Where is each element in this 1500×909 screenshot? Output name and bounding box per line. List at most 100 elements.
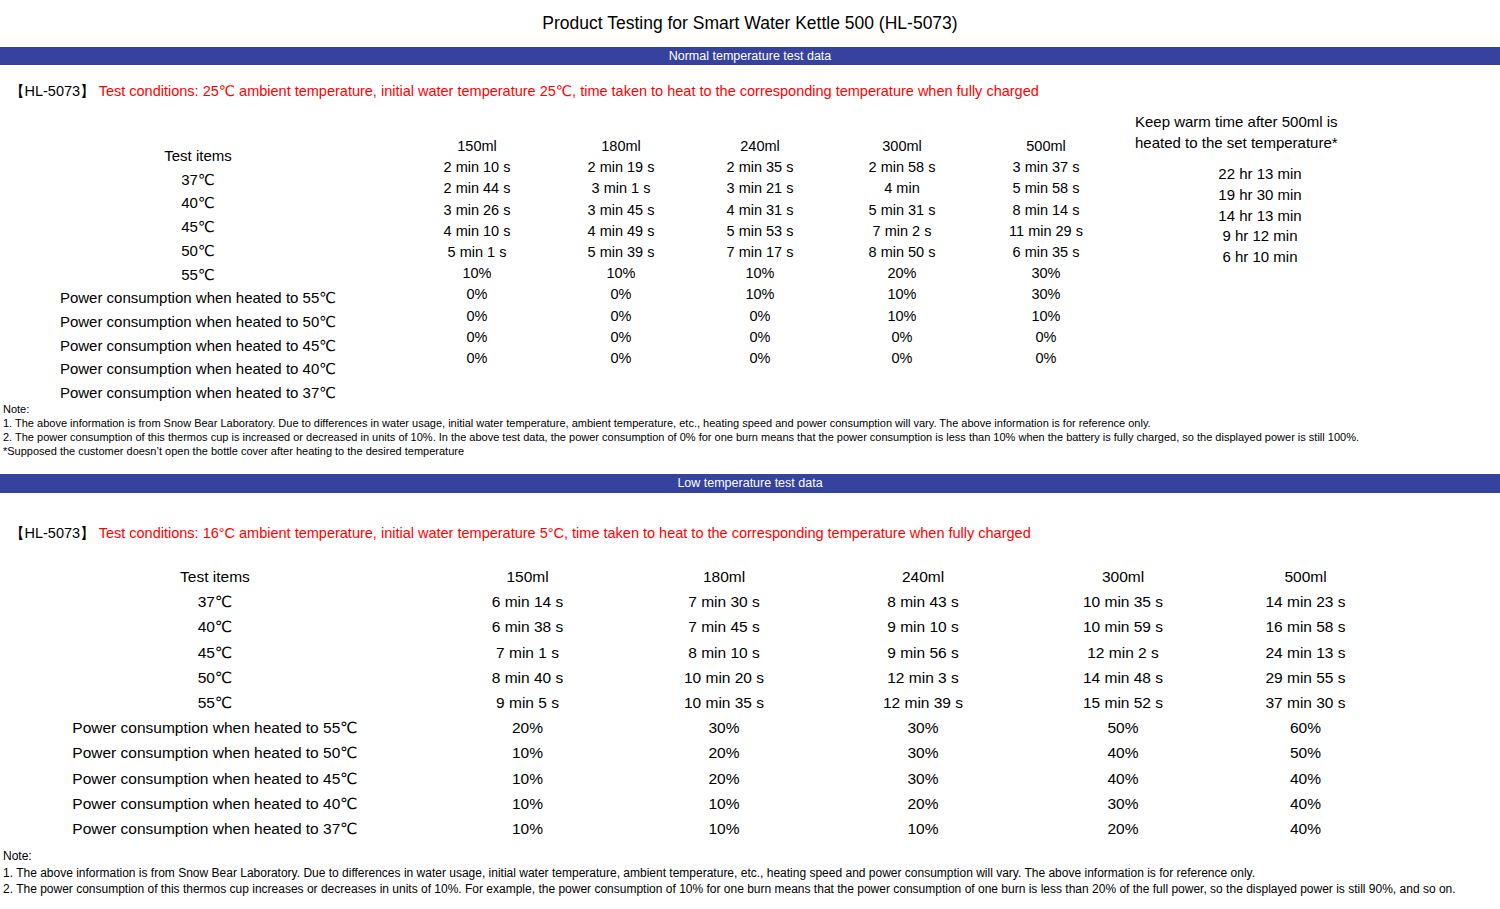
table-cell: 3 min 21 s — [690, 178, 830, 199]
table-cell: 4 min 10 s — [407, 221, 547, 242]
table-cell: 14 min 23 s — [1223, 589, 1388, 614]
table-cell: 2 min 19 s — [551, 157, 691, 178]
table-cell: 40% — [1023, 766, 1223, 791]
row-label: Power consumption when heated to 45℃ — [8, 334, 388, 358]
row-labels-header: Test items — [8, 144, 388, 168]
table-cell: 10% — [823, 816, 1023, 841]
table-cell: 5 min 53 s — [690, 221, 830, 242]
row-label: Power consumption when heated to 40℃ — [8, 357, 388, 381]
table-cell: 10% — [832, 284, 972, 305]
low-test-conditions: 【HL-5073】 Test conditions: 16°C ambient … — [10, 524, 1031, 543]
table-cell: 10 min 35 s — [1023, 589, 1223, 614]
table-cell: 50% — [1023, 715, 1223, 740]
keep-warm-header-line2: heated to the set temperature* — [1135, 133, 1385, 154]
note-line: *Supposed the customer doesn’t open the … — [3, 444, 1359, 458]
table-cell: 37 min 30 s — [1223, 690, 1388, 715]
row-label: 45℃ — [0, 640, 430, 665]
row-labels-column: Test items 37℃40℃45℃50℃55℃Power consumpt… — [8, 110, 388, 405]
column-header: 500ml — [976, 136, 1116, 157]
table-cell: 20% — [823, 791, 1023, 816]
table-cell: 0% — [690, 327, 830, 348]
table-cell: 3 min 45 s — [551, 200, 691, 221]
page-title: Product Testing for Smart Water Kettle 5… — [0, 13, 1500, 34]
column-values: 7 min 30 s7 min 45 s8 min 10 s10 min 20 … — [625, 589, 823, 841]
table-cell: 2 min 35 s — [690, 157, 830, 178]
table-cell: 19 hr 30 min — [1135, 185, 1385, 206]
note-line: 1. The above information is from Snow Be… — [3, 416, 1359, 430]
table-cell: 10% — [430, 766, 625, 791]
test-report-page: Product Testing for Smart Water Kettle 5… — [0, 0, 1500, 909]
column-values: 3 min 37 s5 min 58 s8 min 14 s11 min 29 … — [976, 157, 1116, 369]
row-labels-header: Test items — [0, 564, 430, 589]
column-header: 500ml — [1223, 564, 1388, 589]
table-cell: 6 min 38 s — [430, 614, 625, 639]
model-tag: 【HL-5073】 — [10, 525, 95, 541]
table-cell: 10% — [551, 263, 691, 284]
table-cell: 20% — [625, 740, 823, 765]
table-cell: 20% — [1023, 816, 1223, 841]
note-line: 2. The power consumption of this thermos… — [3, 430, 1359, 444]
table-cell: 10% — [430, 791, 625, 816]
table-cell: 30% — [823, 740, 1023, 765]
table-cell: 4 min — [832, 178, 972, 199]
table-cell: 30% — [1023, 791, 1223, 816]
row-label: Power consumption when heated to 50℃ — [0, 740, 430, 765]
low-temperature-table: Test items 37℃40℃45℃50℃55℃Power consumpt… — [0, 564, 1500, 841]
row-label: Power consumption when heated to 50℃ — [8, 310, 388, 334]
table-cell: 5 min 1 s — [407, 242, 547, 263]
table-cell: 3 min 26 s — [407, 200, 547, 221]
column-header: 240ml — [823, 564, 1023, 589]
table-cell: 10% — [430, 740, 625, 765]
table-cell: 30% — [976, 263, 1116, 284]
table-cell: 12 min 2 s — [1023, 640, 1223, 665]
table-cell: 11 min 29 s — [976, 221, 1116, 242]
table-cell: 14 min 48 s — [1023, 665, 1223, 690]
table-cell: 10% — [976, 306, 1116, 327]
column-values: 10 min 35 s10 min 59 s12 min 2 s14 min 4… — [1023, 589, 1223, 841]
note-line: Note: — [3, 848, 1456, 865]
row-label: 50℃ — [8, 239, 388, 263]
row-label: 45℃ — [8, 215, 388, 239]
table-cell: 2 min 10 s — [407, 157, 547, 178]
low-section-banner: Low temperature test data — [0, 474, 1500, 493]
table-cell: 10 min 20 s — [625, 665, 823, 690]
table-cell: 8 min 10 s — [625, 640, 823, 665]
column-values: 2 min 10 s2 min 44 s3 min 26 s4 min 10 s… — [407, 157, 547, 369]
volume-column-180ml: 180ml 2 min 19 s3 min 1 s3 min 45 s4 min… — [551, 110, 691, 369]
table-cell: 0% — [976, 327, 1116, 348]
table-cell: 8 min 14 s — [976, 200, 1116, 221]
row-labels-column: Test items 37℃40℃45℃50℃55℃Power consumpt… — [0, 564, 430, 841]
volume-column-300ml: 300ml 2 min 58 s4 min5 min 31 s7 min 2 s… — [832, 110, 972, 369]
row-label: 55℃ — [8, 263, 388, 287]
table-cell: 8 min 40 s — [430, 665, 625, 690]
row-label: 50℃ — [0, 665, 430, 690]
table-cell: 5 min 31 s — [832, 200, 972, 221]
row-label: 55℃ — [0, 690, 430, 715]
volume-column-500ml: 500ml 3 min 37 s5 min 58 s8 min 14 s11 m… — [976, 110, 1116, 369]
row-label: Power consumption when heated to 55℃ — [8, 286, 388, 310]
table-cell: 12 min 3 s — [823, 665, 1023, 690]
table-cell: 30% — [625, 715, 823, 740]
table-cell: 22 hr 13 min — [1135, 164, 1385, 185]
table-cell: 40% — [1223, 816, 1388, 841]
table-cell: 3 min 37 s — [976, 157, 1116, 178]
table-cell: 0% — [551, 306, 691, 327]
column-header: 300ml — [1023, 564, 1223, 589]
row-label: Power consumption when heated to 40℃ — [0, 791, 430, 816]
table-cell: 9 min 10 s — [823, 614, 1023, 639]
table-cell: 0% — [407, 348, 547, 369]
column-values: 2 min 58 s4 min5 min 31 s7 min 2 s8 min … — [832, 157, 972, 369]
row-label: Power consumption when heated to 37℃ — [0, 816, 430, 841]
table-cell: 20% — [430, 715, 625, 740]
table-cell: 30% — [823, 715, 1023, 740]
table-cell: 7 min 2 s — [832, 221, 972, 242]
table-cell: 2 min 44 s — [407, 178, 547, 199]
column-values: 8 min 43 s9 min 10 s9 min 56 s12 min 3 s… — [823, 589, 1023, 841]
row-label: Power consumption when heated to 55℃ — [0, 715, 430, 740]
note-line: 1. The above information is from Snow Be… — [3, 865, 1456, 882]
table-cell: 30% — [976, 284, 1116, 305]
table-cell: 10% — [407, 263, 547, 284]
volume-column-240ml: 240ml 2 min 35 s3 min 21 s4 min 31 s5 mi… — [690, 110, 830, 369]
table-cell: 60% — [1223, 715, 1388, 740]
table-cell: 20% — [625, 766, 823, 791]
